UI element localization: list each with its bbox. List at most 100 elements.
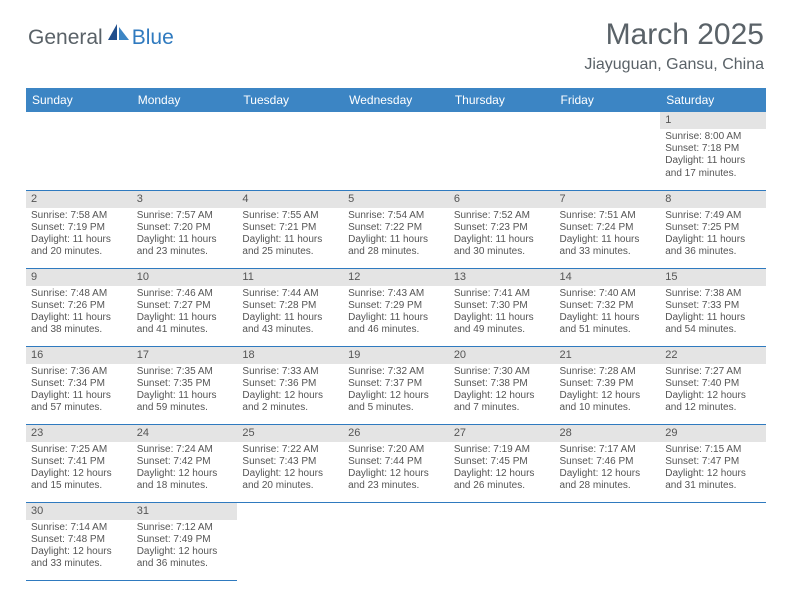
sunset-text: Sunset: 7:22 PM [348,222,444,234]
sunset-text: Sunset: 7:28 PM [242,300,338,312]
daylight-text: Daylight: 12 hours and 23 minutes. [348,468,444,492]
day-cell: 9Sunrise: 7:48 AMSunset: 7:26 PMDaylight… [26,268,132,346]
sunrise-text: Sunrise: 7:24 AM [137,444,233,456]
day-cell: 2Sunrise: 7:58 AMSunset: 7:19 PMDaylight… [26,190,132,268]
sunset-text: Sunset: 7:37 PM [348,378,444,390]
day-cell: 12Sunrise: 7:43 AMSunset: 7:29 PMDayligh… [343,268,449,346]
day-number: 11 [237,269,343,286]
day-number: 14 [555,269,661,286]
sunset-text: Sunset: 7:23 PM [454,222,550,234]
day-info: Sunrise: 8:00 AMSunset: 7:18 PMDaylight:… [660,129,766,183]
sunrise-text: Sunrise: 7:54 AM [348,210,444,222]
daylight-text: Daylight: 11 hours and 57 minutes. [31,390,127,414]
sunrise-text: Sunrise: 7:41 AM [454,288,550,300]
sunset-text: Sunset: 7:33 PM [665,300,761,312]
day-info: Sunrise: 7:57 AMSunset: 7:20 PMDaylight:… [132,208,238,262]
day-info: Sunrise: 7:15 AMSunset: 7:47 PMDaylight:… [660,442,766,496]
day-info: Sunrise: 7:14 AMSunset: 7:48 PMDaylight:… [26,520,132,574]
sunset-text: Sunset: 7:20 PM [137,222,233,234]
day-cell: 3Sunrise: 7:57 AMSunset: 7:20 PMDaylight… [132,190,238,268]
logo-text-general: General [28,26,103,50]
empty-cell [660,502,766,580]
day-number: 8 [660,191,766,208]
day-number: 29 [660,425,766,442]
sunset-text: Sunset: 7:35 PM [137,378,233,390]
day-info: Sunrise: 7:54 AMSunset: 7:22 PMDaylight:… [343,208,449,262]
daylight-text: Daylight: 11 hours and 46 minutes. [348,312,444,336]
day-info: Sunrise: 7:12 AMSunset: 7:49 PMDaylight:… [132,520,238,574]
sunrise-text: Sunrise: 7:27 AM [665,366,761,378]
day-number: 13 [449,269,555,286]
daylight-text: Daylight: 12 hours and 26 minutes. [454,468,550,492]
daylight-text: Daylight: 12 hours and 20 minutes. [242,468,338,492]
day-number: 12 [343,269,449,286]
sunset-text: Sunset: 7:29 PM [348,300,444,312]
sunrise-text: Sunrise: 7:30 AM [454,366,550,378]
daylight-text: Daylight: 11 hours and 54 minutes. [665,312,761,336]
day-number: 17 [132,347,238,364]
empty-cell [343,502,449,580]
sunrise-text: Sunrise: 7:58 AM [31,210,127,222]
day-cell: 30Sunrise: 7:14 AMSunset: 7:48 PMDayligh… [26,502,132,580]
sunrise-text: Sunrise: 7:19 AM [454,444,550,456]
empty-cell [449,112,555,190]
empty-cell [555,502,661,580]
day-info: Sunrise: 7:58 AMSunset: 7:19 PMDaylight:… [26,208,132,262]
daylight-text: Daylight: 11 hours and 25 minutes. [242,234,338,258]
day-info: Sunrise: 7:24 AMSunset: 7:42 PMDaylight:… [132,442,238,496]
day-info: Sunrise: 7:22 AMSunset: 7:43 PMDaylight:… [237,442,343,496]
sunrise-text: Sunrise: 7:20 AM [348,444,444,456]
sunset-text: Sunset: 7:49 PM [137,534,233,546]
sunset-text: Sunset: 7:44 PM [348,456,444,468]
day-number: 23 [26,425,132,442]
day-info: Sunrise: 7:43 AMSunset: 7:29 PMDaylight:… [343,286,449,340]
daylight-text: Daylight: 11 hours and 30 minutes. [454,234,550,258]
day-info: Sunrise: 7:48 AMSunset: 7:26 PMDaylight:… [26,286,132,340]
sunrise-text: Sunrise: 7:52 AM [454,210,550,222]
day-number: 30 [26,503,132,520]
day-cell: 14Sunrise: 7:40 AMSunset: 7:32 PMDayligh… [555,268,661,346]
sunrise-text: Sunrise: 7:44 AM [242,288,338,300]
day-number: 6 [449,191,555,208]
day-number: 27 [449,425,555,442]
day-number: 26 [343,425,449,442]
day-cell: 24Sunrise: 7:24 AMSunset: 7:42 PMDayligh… [132,424,238,502]
daylight-text: Daylight: 12 hours and 31 minutes. [665,468,761,492]
sunrise-text: Sunrise: 7:22 AM [242,444,338,456]
day-info: Sunrise: 7:40 AMSunset: 7:32 PMDaylight:… [555,286,661,340]
sunrise-text: Sunrise: 7:32 AM [348,366,444,378]
location-text: Jiayuguan, Gansu, China [584,56,764,74]
day-cell: 17Sunrise: 7:35 AMSunset: 7:35 PMDayligh… [132,346,238,424]
calendar-body: 1Sunrise: 8:00 AMSunset: 7:18 PMDaylight… [26,112,766,580]
day-cell: 21Sunrise: 7:28 AMSunset: 7:39 PMDayligh… [555,346,661,424]
day-header-fri: Friday [555,88,661,112]
day-cell: 26 Sunrise: 7:20 AMSunset: 7:44 PMDayligh… [343,424,449,502]
day-info: Sunrise: 7:32 AMSunset: 7:37 PMDaylight:… [343,364,449,418]
daylight-text: Daylight: 12 hours and 2 minutes. [242,390,338,414]
day-info: Sunrise: 7:28 AMSunset: 7:39 PMDaylight:… [555,364,661,418]
day-cell: 18Sunrise: 7:33 AMSunset: 7:36 PMDayligh… [237,346,343,424]
day-number: 20 [449,347,555,364]
day-info: Sunrise: 7:55 AMSunset: 7:21 PMDaylight:… [237,208,343,262]
day-number: 25 [237,425,343,442]
day-header-mon: Monday [132,88,238,112]
day-cell: 7Sunrise: 7:51 AMSunset: 7:24 PMDaylight… [555,190,661,268]
sunset-text: Sunset: 7:41 PM [31,456,127,468]
day-info: Sunrise: 7:27 AMSunset: 7:40 PMDaylight:… [660,364,766,418]
day-cell: 4Sunrise: 7:55 AMSunset: 7:21 PMDaylight… [237,190,343,268]
sunset-text: Sunset: 7:30 PM [454,300,550,312]
day-info: Sunrise: 7:52 AMSunset: 7:23 PMDaylight:… [449,208,555,262]
empty-cell [555,112,661,190]
day-cell: 11Sunrise: 7:44 AMSunset: 7:28 PMDayligh… [237,268,343,346]
empty-cell [343,112,449,190]
day-info: Sunrise: 7:33 AMSunset: 7:36 PMDaylight:… [237,364,343,418]
day-header-tue: Tuesday [237,88,343,112]
day-cell: 1Sunrise: 8:00 AMSunset: 7:18 PMDaylight… [660,112,766,190]
day-cell: 16Sunrise: 7:36 AMSunset: 7:34 PMDayligh… [26,346,132,424]
day-info: Sunrise: 7:35 AMSunset: 7:35 PMDaylight:… [132,364,238,418]
calendar-table: Sunday Monday Tuesday Wednesday Thursday… [26,88,766,581]
day-info: Sunrise: 7:46 AMSunset: 7:27 PMDaylight:… [132,286,238,340]
day-info: Sunrise: 7:41 AMSunset: 7:30 PMDaylight:… [449,286,555,340]
sunrise-text: Sunrise: 7:28 AM [560,366,656,378]
day-cell: 27Sunrise: 7:19 AMSunset: 7:45 PMDayligh… [449,424,555,502]
